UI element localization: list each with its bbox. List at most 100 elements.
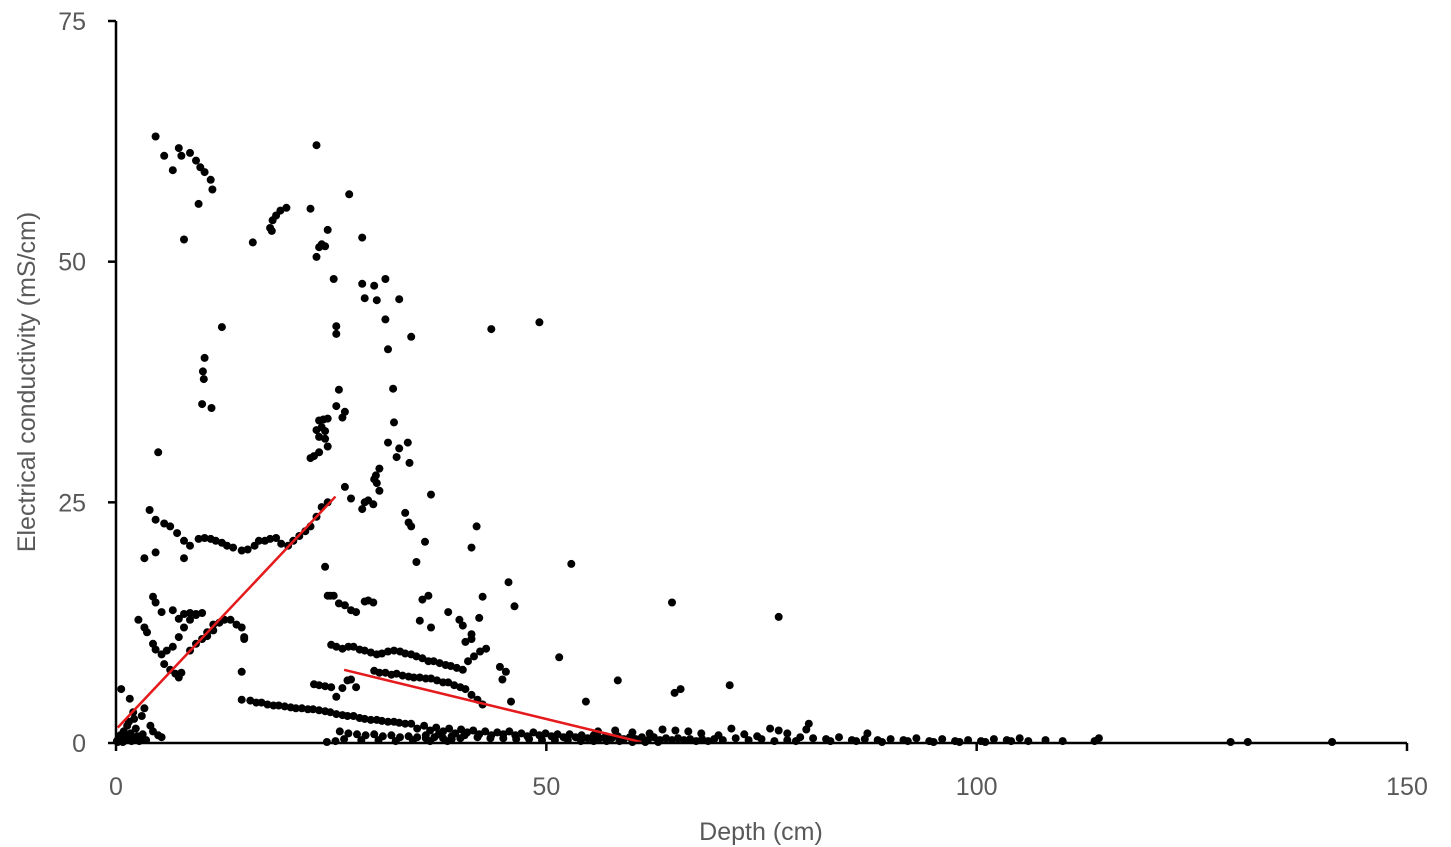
data-point — [370, 281, 379, 290]
data-point — [395, 444, 404, 453]
data-point — [460, 731, 469, 740]
data-point — [186, 615, 194, 624]
data-point — [401, 508, 410, 517]
data-point — [444, 678, 453, 687]
data-point — [725, 681, 734, 690]
data-point — [381, 315, 390, 324]
data-point — [392, 669, 401, 678]
data-point — [334, 599, 343, 608]
data-point — [486, 734, 495, 743]
data-point — [432, 723, 441, 732]
data-point — [505, 727, 514, 736]
data-point — [323, 225, 332, 234]
data-point — [312, 426, 321, 435]
data-point — [475, 613, 484, 622]
data-point — [499, 734, 508, 743]
data-point — [392, 453, 401, 462]
data-point — [398, 671, 407, 680]
data-point — [198, 367, 207, 376]
data-point — [567, 559, 576, 568]
data-point — [774, 726, 783, 735]
data-point — [412, 652, 421, 661]
data-point — [645, 729, 654, 738]
data-point — [595, 734, 604, 743]
data-point — [327, 683, 336, 692]
data-point — [366, 648, 375, 657]
data-point — [180, 623, 188, 632]
data-point — [662, 734, 670, 743]
data-point — [192, 156, 200, 165]
data-point — [405, 458, 414, 467]
data-point — [886, 735, 895, 744]
data-point — [334, 385, 343, 394]
data-point — [332, 322, 341, 331]
data-point — [321, 427, 330, 436]
data-point — [186, 541, 194, 550]
data-point — [684, 727, 693, 736]
data-points — [112, 132, 1337, 746]
data-point — [134, 615, 143, 624]
data-point — [347, 675, 355, 684]
data-point — [352, 683, 361, 692]
data-point — [989, 735, 998, 744]
data-point — [151, 598, 160, 607]
data-point — [358, 279, 367, 288]
data-point — [415, 673, 424, 682]
data-point — [372, 296, 381, 305]
data-point — [1015, 734, 1024, 743]
data-point — [315, 681, 324, 690]
data-point — [487, 325, 496, 334]
data-point — [166, 522, 175, 531]
data-point — [517, 729, 526, 738]
data-point — [312, 252, 321, 261]
data-point — [452, 663, 461, 672]
data-point — [180, 610, 188, 618]
data-point — [237, 623, 246, 632]
data-point — [757, 735, 766, 744]
data-point — [628, 728, 637, 737]
data-point — [435, 659, 444, 668]
data-point — [151, 645, 160, 654]
data-point — [512, 735, 521, 744]
data-point — [140, 704, 149, 713]
data-point — [395, 295, 404, 304]
data-point — [151, 548, 160, 557]
data-point — [306, 204, 315, 213]
data-point — [160, 151, 169, 160]
data-point — [272, 534, 281, 542]
data-point — [390, 418, 398, 427]
data-point — [335, 727, 344, 736]
data-point — [668, 598, 676, 607]
data-point — [429, 657, 438, 666]
data-point — [180, 235, 188, 244]
data-point — [418, 595, 427, 604]
trend-lines — [116, 495, 642, 744]
trend-line — [116, 495, 337, 729]
data-point — [309, 705, 318, 714]
data-point — [248, 238, 257, 247]
data-point — [237, 667, 246, 676]
data-point — [731, 734, 740, 743]
data-point — [340, 601, 349, 610]
data-point — [461, 637, 470, 646]
data-point — [332, 710, 341, 719]
y-axis-ticks: 0 25 50 75 — [58, 8, 116, 758]
data-point — [418, 654, 427, 663]
data-point — [470, 652, 478, 661]
y-tick-label: 50 — [58, 249, 86, 277]
data-point — [157, 733, 166, 742]
data-point — [160, 660, 169, 669]
data-point — [450, 681, 459, 690]
data-point — [177, 668, 186, 677]
data-point — [138, 730, 147, 739]
data-point — [200, 534, 209, 542]
data-point — [323, 442, 332, 451]
y-tick-label: 75 — [58, 8, 86, 36]
data-point — [427, 674, 435, 683]
data-point — [353, 730, 361, 739]
data-point — [369, 598, 378, 607]
data-point — [321, 682, 330, 691]
data-point — [154, 448, 163, 457]
data-point — [266, 534, 275, 543]
data-point — [340, 407, 349, 416]
